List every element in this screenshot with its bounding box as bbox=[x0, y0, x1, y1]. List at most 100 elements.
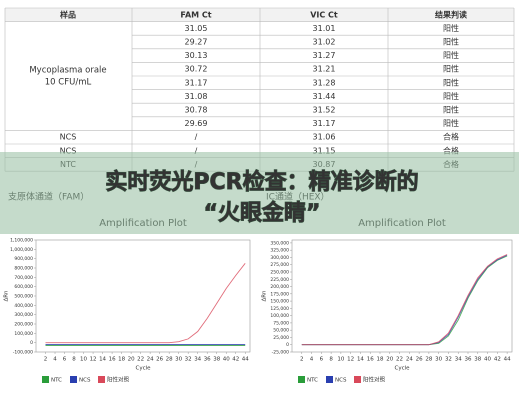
x-tick-label: 20 bbox=[128, 357, 135, 363]
legend-label: 阳性对照 bbox=[363, 376, 386, 384]
x-tick-label: 32 bbox=[185, 357, 192, 363]
legend-label: NTC bbox=[51, 378, 62, 384]
x-tick-label: 38 bbox=[474, 357, 481, 363]
x-tick-label: 36 bbox=[465, 357, 472, 363]
table-header: VIC Ct bbox=[310, 10, 338, 19]
x-tick-label: 4 bbox=[53, 357, 57, 363]
legend-swatch bbox=[42, 376, 49, 383]
sample-name: Mycoplasma orale bbox=[29, 66, 106, 76]
x-tick-label: 18 bbox=[377, 357, 384, 363]
y-tick-label: 225,000 bbox=[270, 277, 289, 283]
x-tick-label: 38 bbox=[213, 357, 220, 363]
y-tick-label: 0 bbox=[30, 340, 33, 346]
table-cell: 31.17 bbox=[313, 119, 336, 128]
legend-label: NCS bbox=[335, 378, 347, 384]
x-tick-label: 12 bbox=[347, 357, 354, 363]
x-tick-label: 10 bbox=[80, 357, 87, 363]
table-cell: 阳性 bbox=[443, 105, 459, 115]
table-cell: NCS bbox=[60, 133, 77, 142]
table-cell: / bbox=[195, 146, 198, 155]
legend-swatch bbox=[298, 376, 305, 383]
x-tick-label: 4 bbox=[310, 357, 314, 363]
y-tick-label: 50,000 bbox=[273, 328, 289, 334]
table-cell: 阳性 bbox=[443, 64, 459, 74]
y-tick-label: 325,000 bbox=[270, 248, 289, 254]
sample-name: 10 CFU/mL bbox=[45, 78, 92, 88]
y-tick-label: -100,000 bbox=[13, 350, 33, 356]
x-axis-label: Cycle bbox=[394, 366, 410, 372]
table-cell: 30.78 bbox=[185, 106, 208, 115]
y-tick-label: 600,000 bbox=[14, 284, 33, 290]
legend-swatch bbox=[98, 376, 105, 383]
y-tick-label: 700,000 bbox=[14, 275, 33, 281]
y-tick-label: 125,000 bbox=[270, 306, 289, 312]
table-cell: 29.69 bbox=[185, 119, 208, 128]
table-cell: 31.52 bbox=[313, 106, 336, 115]
table-cell: 30.72 bbox=[185, 65, 208, 74]
x-tick-label: 22 bbox=[137, 357, 144, 363]
table-cell: 31.21 bbox=[313, 65, 336, 74]
x-tick-label: 24 bbox=[406, 357, 413, 363]
table-cell: 30.13 bbox=[185, 51, 208, 60]
x-tick-label: 24 bbox=[147, 357, 154, 363]
x-tick-label: 6 bbox=[63, 357, 67, 363]
y-tick-label: 1,100,000 bbox=[10, 238, 33, 244]
table-cell: 31.27 bbox=[313, 51, 336, 60]
y-tick-label: 75,000 bbox=[273, 320, 289, 326]
x-tick-label: 34 bbox=[455, 357, 462, 363]
x-tick-label: 18 bbox=[118, 357, 125, 363]
table-cell: 31.17 bbox=[185, 78, 208, 87]
x-tick-label: 12 bbox=[90, 357, 97, 363]
table-cell: / bbox=[195, 133, 198, 142]
x-tick-label: 20 bbox=[386, 357, 393, 363]
y-tick-label: 200,000 bbox=[270, 284, 289, 290]
x-axis-label: Cycle bbox=[135, 366, 151, 372]
legend-label: 阳性对照 bbox=[107, 376, 130, 384]
x-tick-label: 16 bbox=[109, 357, 116, 363]
y-axis-label: ΔRn bbox=[4, 290, 10, 302]
legend-label: NTC bbox=[307, 378, 318, 384]
y-tick-label: 400,000 bbox=[14, 303, 33, 309]
x-tick-label: 8 bbox=[329, 357, 333, 363]
x-tick-label: 36 bbox=[204, 357, 211, 363]
y-tick-label: 275,000 bbox=[270, 262, 289, 268]
x-tick-label: 10 bbox=[337, 357, 344, 363]
x-tick-label: 16 bbox=[367, 357, 374, 363]
x-tick-label: 40 bbox=[484, 357, 491, 363]
table-cell: 阳性 bbox=[443, 50, 459, 60]
table-cell: NCS bbox=[60, 146, 77, 155]
y-tick-label: 500,000 bbox=[14, 294, 33, 300]
x-tick-label: 28 bbox=[166, 357, 173, 363]
amplification-curve bbox=[301, 254, 508, 346]
table-cell: 31.05 bbox=[185, 24, 208, 33]
y-tick-label: 350,000 bbox=[270, 240, 289, 246]
amplification-curve bbox=[45, 263, 246, 344]
table-cell: 阳性 bbox=[443, 77, 459, 87]
x-tick-label: 40 bbox=[223, 357, 230, 363]
y-tick-label: 800,000 bbox=[14, 266, 33, 272]
y-tick-label: 150,000 bbox=[270, 299, 289, 305]
y-tick-label: -25,000 bbox=[272, 350, 290, 356]
x-tick-label: 2 bbox=[300, 357, 304, 363]
x-tick-label: 34 bbox=[194, 357, 201, 363]
x-tick-label: 6 bbox=[320, 357, 324, 363]
table-cell: 阳性 bbox=[443, 37, 459, 47]
table-cell: 31.28 bbox=[313, 78, 336, 87]
table-cell: 阳性 bbox=[443, 118, 459, 128]
banner-title: “火眼金睛” bbox=[204, 200, 321, 226]
y-tick-label: 300,000 bbox=[14, 312, 33, 318]
table-cell: 31.06 bbox=[313, 133, 336, 142]
table-cell: 合格 bbox=[443, 132, 459, 142]
y-tick-label: 100,000 bbox=[14, 331, 33, 337]
table-cell: 29.27 bbox=[185, 38, 208, 47]
legend-swatch bbox=[70, 376, 77, 383]
y-tick-label: 300,000 bbox=[270, 255, 289, 261]
x-tick-label: 44 bbox=[242, 357, 249, 363]
y-tick-label: 200,000 bbox=[14, 322, 33, 328]
banner-title: 实时荧光PCR检查：精准诊断的 bbox=[105, 169, 418, 195]
x-tick-label: 30 bbox=[175, 357, 182, 363]
table-header: 样品 bbox=[60, 9, 76, 19]
plot-frame bbox=[35, 239, 251, 353]
table-header: 结果判读 bbox=[435, 9, 467, 19]
y-tick-label: 1,000,000 bbox=[10, 247, 33, 253]
